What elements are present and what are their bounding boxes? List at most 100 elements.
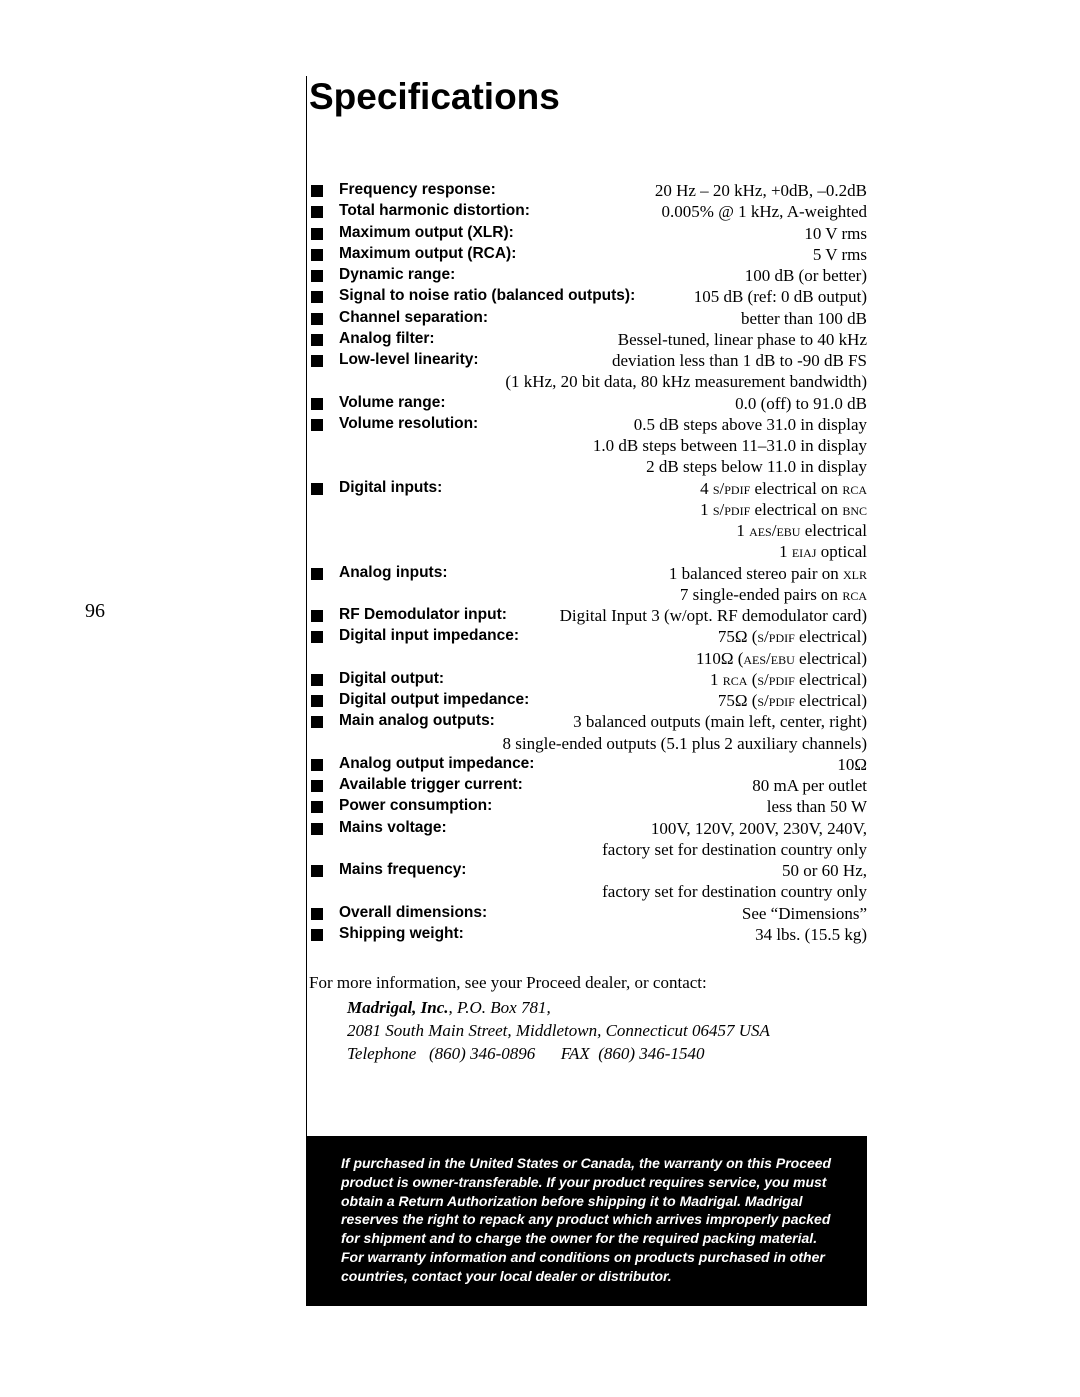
spec-value: 75Ω (s/pdif electrical) [519,626,867,647]
spec-row: Digital input impedance:75Ω (s/pdif elec… [307,626,867,647]
bullet-spacer [311,440,323,452]
spec-value: 3 balanced outputs (main left, center, r… [495,711,867,732]
spec-row: Maximum output (XLR):10 V rms [307,223,867,244]
spec-value: 1.0 dB steps between 11–31.0 in display [339,435,867,456]
spec-value: 1 balanced stereo pair on xlr [448,563,868,584]
bullet-icon [311,695,323,707]
bullet-icon [311,929,323,941]
spec-row: Digital output impedance:75Ω (s/pdif ele… [307,690,867,711]
bullet-icon [311,631,323,643]
spec-label: Main analog outputs: [339,711,495,730]
spec-row: 8 single-ended outputs (5.1 plus 2 auxil… [307,733,867,754]
spec-row: 1 eiaj optical [307,541,867,562]
contact-address: 2081 South Main Street, Middletown, Conn… [347,1020,867,1043]
bullet-icon [311,759,323,771]
spec-label: Signal to noise ratio (balanced outputs)… [339,286,635,305]
spec-value: 50 or 60 Hz, [466,860,867,881]
spec-label: Maximum output (XLR): [339,223,514,242]
bullet-icon [311,249,323,261]
bullet-icon [311,398,323,410]
contact-block: For more information, see your Proceed d… [307,973,867,1066]
bullet-icon [311,780,323,792]
bullet-icon [311,674,323,686]
bullet-icon [311,801,323,813]
spec-row: Analog output impedance:10Ω [307,754,867,775]
spec-value: 1 rca (s/pdif electrical) [444,669,867,690]
spec-value: 20 Hz – 20 kHz, +0dB, –0.2dB [496,180,867,201]
spec-row: Shipping weight:34 lbs. (15.5 kg) [307,924,867,945]
spec-row: Digital inputs:4 s/pdif electrical on rc… [307,478,867,499]
spec-label: Power consumption: [339,796,492,815]
spec-row: Mains voltage:100V, 120V, 200V, 230V, 24… [307,818,867,839]
spec-value: 75Ω (s/pdif electrical) [529,690,867,711]
warranty-box: If purchased in the United States or Can… [307,1136,867,1306]
spec-value: 0.005% @ 1 kHz, A-weighted [530,201,867,222]
spec-row: factory set for destination country only [307,839,867,860]
spec-label: Analog output impedance: [339,754,534,773]
bullet-icon [311,419,323,431]
spec-row: Power consumption:less than 50 W [307,796,867,817]
spec-row: Main analog outputs:3 balanced outputs (… [307,711,867,732]
spec-label: Digital inputs: [339,478,442,497]
spec-row: (1 kHz, 20 bit data, 80 kHz measurement … [307,371,867,392]
bullet-icon [311,228,323,240]
bullet-icon [311,355,323,367]
spec-label: Volume range: [339,393,446,412]
page-number: 96 [85,600,105,623]
spec-value: 7 single-ended pairs on rca [339,584,867,605]
spec-row: 1 s/pdif electrical on bnc [307,499,867,520]
spec-value: Digital Input 3 (w/opt. RF demodulator c… [507,605,867,626]
bullet-icon [311,313,323,325]
spec-value: better than 100 dB [488,308,867,329]
spec-row: Frequency response:20 Hz – 20 kHz, +0dB,… [307,180,867,201]
bullet-spacer [311,738,323,750]
spec-row: Analog inputs:1 balanced stereo pair on … [307,563,867,584]
spec-value: 1 aes/ebu electrical [339,520,867,541]
bullet-spacer [311,504,323,516]
spec-value: 8 single-ended outputs (5.1 plus 2 auxil… [339,733,867,754]
spec-row: Overall dimensions:See “Dimensions” [307,903,867,924]
spec-value: 100V, 120V, 200V, 230V, 240V, [447,818,867,839]
bullet-spacer [311,461,323,473]
spec-value: Bessel-tuned, linear phase to 40 kHz [435,329,867,350]
bullet-icon [311,716,323,728]
contact-phone-label: Telephone [347,1044,416,1063]
spec-row: Volume resolution:0.5 dB steps above 31.… [307,414,867,435]
spec-row: 1 aes/ebu electrical [307,520,867,541]
spec-value: 100 dB (or better) [455,265,867,286]
spec-row: Dynamic range:100 dB (or better) [307,265,867,286]
bullet-icon [311,568,323,580]
bullet-icon [311,334,323,346]
spec-label: Low-level linearity: [339,350,479,369]
spec-label: Maximum output (RCA): [339,244,516,263]
bullet-icon [311,291,323,303]
contact-company: Madrigal, Inc. [347,998,449,1017]
spec-label: Digital output: [339,669,444,688]
spec-label: Shipping weight: [339,924,464,943]
spec-label: Digital input impedance: [339,626,519,645]
bullet-spacer [311,525,323,537]
spec-value: See “Dimensions” [487,903,867,924]
spec-value: 4 s/pdif electrical on rca [442,478,867,499]
spec-value: 2 dB steps below 11.0 in display [339,456,867,477]
spec-value: 1 s/pdif electrical on bnc [339,499,867,520]
content-column: Specifications Frequency response:20 Hz … [306,76,867,1306]
contact-phone: (860) 346-0896 [429,1044,535,1063]
spec-value: 10 V rms [514,223,867,244]
spec-value: 10Ω [534,754,867,775]
spec-row: 1.0 dB steps between 11–31.0 in display [307,435,867,456]
bullet-spacer [311,844,323,856]
contact-fax: (860) 346-1540 [598,1044,704,1063]
bullet-spacer [311,546,323,558]
spec-label: Mains voltage: [339,818,447,837]
spec-row: Signal to noise ratio (balanced outputs)… [307,286,867,307]
spec-list: Frequency response:20 Hz – 20 kHz, +0dB,… [307,180,867,945]
spec-row: RF Demodulator input:Digital Input 3 (w/… [307,605,867,626]
spec-value: deviation less than 1 dB to -90 dB FS [479,350,867,371]
bullet-spacer [311,589,323,601]
spec-row: Channel separation:better than 100 dB [307,308,867,329]
contact-fax-label: FAX [561,1044,590,1063]
contact-pobox: , P.O. Box 781, [449,998,551,1017]
contact-details: Madrigal, Inc., P.O. Box 781, 2081 South… [347,997,867,1066]
spec-row: Volume range:0.0 (off) to 91.0 dB [307,393,867,414]
